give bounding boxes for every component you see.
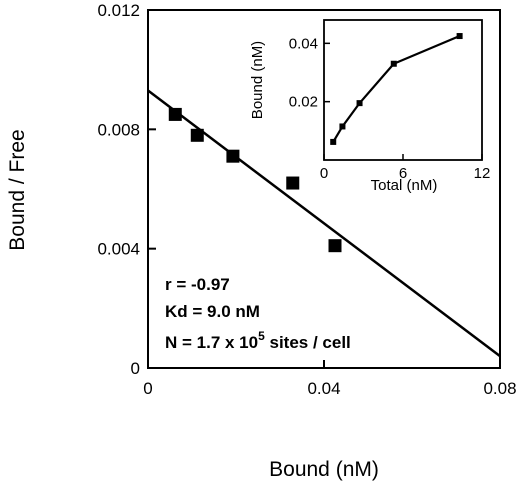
x-tick-label: 0.08	[483, 379, 516, 398]
y-tick-label: 0	[131, 359, 140, 378]
inset-chart: 0 6 12 0.02 0.04 Total (nM) Bound (nM)	[249, 19, 491, 194]
fit-line	[147, 89, 501, 358]
inset-y-tick-label: 0.02	[289, 94, 318, 111]
inset-points	[330, 33, 463, 145]
inset-y-axis-title: Bound (nM)	[249, 41, 266, 119]
main-chart: 0 0.04 0.08 0 0.004 0.008 0.012 Bound (nM) Bo…	[6, 1, 517, 481]
x-tick-label: 0.04	[307, 379, 340, 398]
sites-per-cell-label: N = 1.7 x 105 sites / cell	[165, 329, 351, 352]
inset-data-point-2	[339, 123, 346, 130]
sites-exponent: 5	[258, 329, 265, 343]
main-points	[168, 107, 342, 253]
data-point-2	[190, 128, 204, 142]
inset-y-ticks: 0.02 0.04	[289, 35, 330, 111]
inset-data-point-3	[356, 100, 363, 107]
data-point-5	[328, 239, 342, 253]
data-point-3	[226, 149, 240, 163]
r-value-label: r = -0.97	[165, 275, 230, 294]
y-tick-label: 0.008	[97, 120, 140, 139]
kd-value-label: Kd = 9.0 nM	[165, 302, 260, 321]
sites-suffix: sites / cell	[265, 333, 351, 352]
sites-prefix: N = 1.7 x 10	[165, 333, 258, 352]
y-axis-title: Bound / Free	[6, 129, 29, 250]
inset-data-point-5	[456, 33, 463, 40]
inset-data-point-1	[330, 138, 337, 145]
stats-annotation: r = -0.97 Kd = 9.0 nM N = 1.7 x 105 site…	[165, 275, 351, 352]
x-tick-label: 0	[143, 379, 152, 398]
x-axis-title: Bound (nM)	[269, 458, 379, 481]
inset-x-tick-label: 0	[320, 165, 328, 182]
main-y-ticks: 0 0.004 0.008 0.012	[97, 1, 156, 378]
data-point-1	[168, 107, 182, 121]
y-tick-label: 0.012	[97, 1, 140, 20]
inset-x-tick-label: 12	[474, 165, 491, 182]
inset-plot-frame	[323, 19, 483, 161]
data-point-4	[286, 176, 300, 190]
main-x-ticks: 0 0.04 0.08	[143, 360, 517, 398]
inset-x-axis-title: Total (nM)	[371, 177, 438, 194]
inset-x-ticks: 0 6 12	[320, 154, 491, 182]
inset-data-point-4	[390, 60, 397, 67]
y-tick-label: 0.004	[97, 240, 140, 259]
inset-y-tick-label: 0.04	[289, 35, 318, 52]
inset-x-tick-label: 6	[399, 165, 407, 182]
